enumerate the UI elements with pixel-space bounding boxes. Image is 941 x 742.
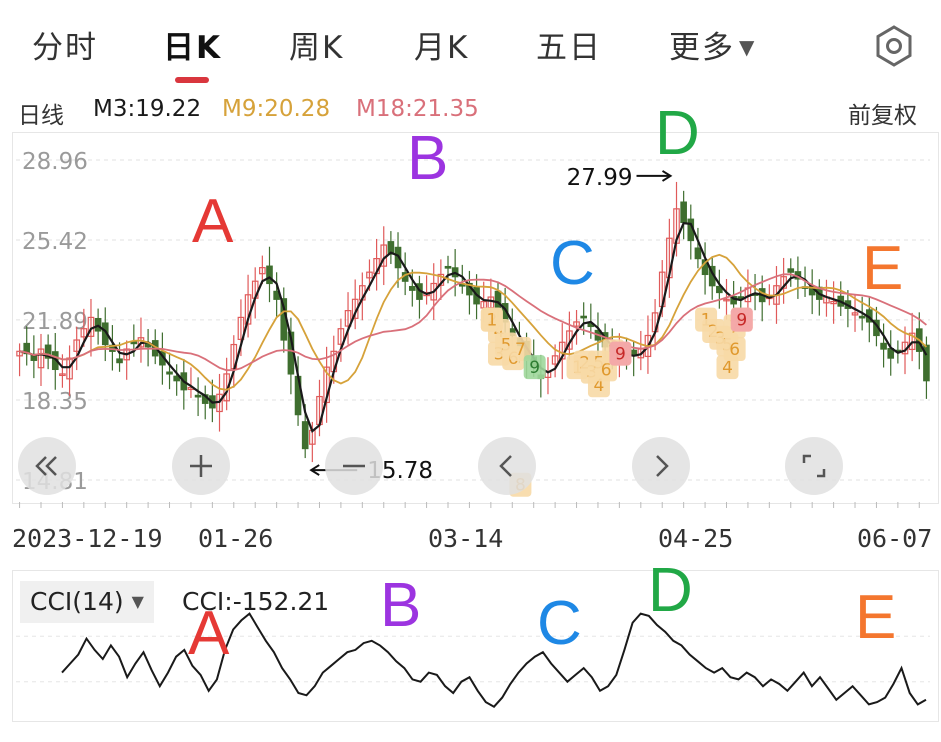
ma9-value: M9:20.28 xyxy=(222,96,331,122)
chevron-left-icon xyxy=(499,455,512,477)
cci-pattern-label-a: A xyxy=(188,599,230,668)
cci-pattern-label-b: B xyxy=(380,571,422,640)
cci-pattern-label-e: E xyxy=(855,583,897,652)
cci-pattern-label-c: C xyxy=(537,589,582,658)
scroll-right-button[interactable] xyxy=(632,437,690,495)
tab-monthly-k[interactable]: 月K xyxy=(414,30,470,66)
fullscreen-button[interactable] xyxy=(785,437,843,495)
pattern-label-d: D xyxy=(655,99,700,168)
tab-more[interactable]: 更多 ▼ xyxy=(669,22,756,67)
indicator-selector-label: CCI(14) xyxy=(30,587,124,616)
cci-pattern-label-d: D xyxy=(648,556,693,625)
x-tick-label: 06-07 xyxy=(857,524,933,553)
scroll-left-button[interactable] xyxy=(478,437,536,495)
kline-chart-frame[interactable] xyxy=(12,132,939,504)
tab-more-label: 更多 xyxy=(669,30,735,66)
indicator-selector[interactable]: CCI(14) ▼ xyxy=(20,581,154,623)
tab-intraday[interactable]: 分时 xyxy=(32,30,98,66)
period-tab-bar: 分时 日K 周K 月K 五日 更多 ▼ xyxy=(0,0,941,88)
dropdown-triangle-icon: ▼ xyxy=(131,592,144,611)
fullscreen-icon xyxy=(802,454,826,478)
settings-gear-icon[interactable] xyxy=(872,24,916,68)
pattern-label-b: B xyxy=(407,124,449,193)
zoom-in-button[interactable] xyxy=(172,437,230,495)
tab-five-day[interactable]: 五日 xyxy=(536,30,602,66)
ma18-value: M18:21.35 xyxy=(356,96,479,122)
pattern-label-e: E xyxy=(862,234,904,303)
double-chevron-left-icon xyxy=(35,456,57,476)
tab-weekly-k[interactable]: 周K xyxy=(289,30,345,66)
plus-icon xyxy=(190,455,212,477)
pattern-label-c: C xyxy=(550,229,595,298)
active-tab-indicator xyxy=(175,77,209,83)
kline-period-label: 日线 xyxy=(18,103,64,129)
tab-daily-k[interactable]: 日K xyxy=(163,30,223,66)
x-tick-label: 03-14 xyxy=(428,524,504,553)
pattern-label-a: A xyxy=(192,187,234,256)
chevron-right-icon xyxy=(656,455,669,477)
price-adjust-toggle[interactable]: 前复权 xyxy=(848,103,917,129)
minus-icon xyxy=(343,464,365,468)
x-tick-label: 01-26 xyxy=(198,524,274,553)
ma3-value: M3:19.22 xyxy=(93,96,202,122)
dropdown-triangle-icon: ▼ xyxy=(739,35,757,59)
cci-current-value: CCI:-152.21 xyxy=(182,587,330,616)
zoom-out-button[interactable] xyxy=(325,437,383,495)
scroll-to-start-button[interactable] xyxy=(18,437,76,495)
x-tick-label: 2023-12-19 xyxy=(12,524,163,553)
cci-panel xyxy=(12,570,939,722)
x-tick-label: 04-25 xyxy=(658,524,734,553)
